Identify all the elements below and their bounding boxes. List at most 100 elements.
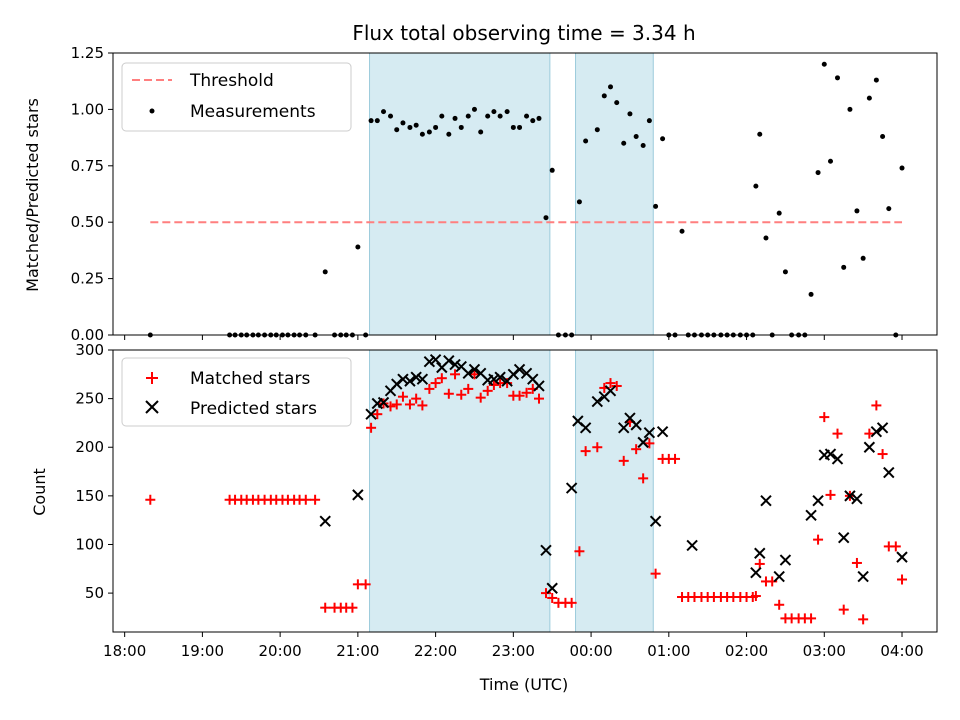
shaded-region bbox=[369, 52, 551, 336]
predicted-star-point bbox=[750, 566, 762, 579]
predicted-star-stroke-b bbox=[844, 490, 856, 502]
matched-star-point bbox=[366, 422, 377, 433]
measurement-point bbox=[873, 77, 879, 83]
matched-star-point bbox=[819, 412, 830, 423]
measurement-point bbox=[426, 129, 432, 135]
matched-star-point bbox=[397, 391, 408, 402]
matched-star-point bbox=[310, 494, 321, 505]
predicted-star-stroke-b bbox=[637, 436, 649, 449]
matched-star-point bbox=[897, 574, 908, 585]
measurement-point bbox=[782, 269, 788, 275]
matched-star-point bbox=[540, 588, 551, 599]
predicted-star-stroke-b bbox=[443, 354, 455, 367]
matched-star-point bbox=[877, 449, 888, 460]
matched-legend-marker bbox=[146, 372, 158, 384]
predicted-star-point bbox=[686, 539, 698, 552]
predicted-star-stroke-b bbox=[618, 422, 630, 434]
bottom-ylabel: Count bbox=[30, 468, 49, 516]
predicted-star-stroke-b bbox=[513, 363, 526, 376]
measurement-point bbox=[536, 115, 542, 121]
matched-star-point bbox=[650, 568, 661, 579]
matched-star-point bbox=[644, 438, 655, 449]
predicted-star-stroke-b bbox=[649, 515, 662, 527]
y-tick-label: 100 bbox=[75, 535, 104, 553]
matched-star-point bbox=[521, 387, 532, 398]
measurement-point bbox=[491, 109, 497, 115]
predicted-star-stroke-b bbox=[423, 355, 436, 368]
matched-star-point bbox=[611, 380, 622, 391]
predicted-star-stroke-b bbox=[397, 373, 409, 385]
matched-star-point bbox=[514, 390, 525, 401]
predicted-star-stroke-b bbox=[773, 570, 785, 583]
measurement-point bbox=[549, 167, 555, 173]
bottom-panel: 50 100 150 200 250 300 18:00 19:00 20:00 21:00 22:… bbox=[75, 341, 938, 660]
predicted-star-stroke-b bbox=[404, 375, 416, 387]
matched-star-point bbox=[463, 383, 474, 394]
predicted-star-point bbox=[365, 408, 377, 420]
axes-frame bbox=[112, 349, 938, 633]
predicted-star-stroke-b bbox=[365, 408, 377, 420]
top-legend: Threshold Measurements bbox=[121, 62, 352, 132]
measurement-point bbox=[458, 124, 464, 130]
predicted-star-point bbox=[468, 363, 481, 376]
measurement-point bbox=[543, 215, 549, 221]
top-ylabel: Matched/Predicted stars bbox=[23, 98, 42, 292]
x-tick-label: 22:00 bbox=[414, 642, 457, 660]
measurement-point bbox=[394, 127, 400, 133]
measurement-point bbox=[621, 140, 627, 146]
measurement-point bbox=[653, 203, 659, 209]
matched-star-point bbox=[864, 428, 875, 439]
predicted-star-stroke-b bbox=[352, 489, 364, 501]
matched-star-point bbox=[300, 494, 311, 505]
predicted-star-point bbox=[404, 375, 416, 387]
predicted-star-point bbox=[851, 493, 863, 505]
predicted-star-point bbox=[397, 373, 409, 385]
matched-star-point bbox=[806, 613, 817, 624]
predicted-star-stroke-b bbox=[572, 415, 584, 427]
matched-star-point bbox=[825, 489, 836, 500]
x-tick-label: 03:00 bbox=[803, 642, 846, 660]
measurement-point bbox=[374, 118, 380, 124]
axes-frame bbox=[112, 52, 938, 336]
measurement-point bbox=[471, 106, 477, 112]
matched-star-point bbox=[411, 393, 422, 404]
predicted-star-point bbox=[546, 582, 558, 594]
predicted-star-point bbox=[410, 371, 422, 383]
matched-star-point bbox=[851, 557, 862, 568]
measurement-point bbox=[646, 118, 652, 124]
predicted-star-point bbox=[870, 425, 883, 438]
matched-star-point bbox=[774, 599, 785, 610]
matched-star-point bbox=[404, 399, 415, 410]
predicted-star-point bbox=[876, 422, 889, 434]
predicted-star-point bbox=[462, 367, 474, 380]
predicted-star-stroke-b bbox=[760, 495, 772, 507]
predicted-star-stroke-b bbox=[429, 354, 442, 366]
predicted-star-stroke-b bbox=[883, 466, 895, 479]
predicted-star-stroke-b bbox=[565, 482, 578, 494]
predicted-star-stroke-b bbox=[656, 425, 669, 438]
measurement-point bbox=[834, 75, 840, 81]
predicted-star-stroke-b bbox=[488, 373, 500, 385]
matched-star-point bbox=[858, 614, 869, 625]
predicted-star-stroke-b bbox=[624, 412, 636, 424]
measurement-point bbox=[608, 84, 614, 90]
measurement-point bbox=[433, 124, 439, 130]
predicted-star-point bbox=[533, 380, 545, 392]
matched-star-point bbox=[580, 446, 591, 457]
y-tick-label: 1.00 bbox=[71, 100, 104, 118]
measurement-point bbox=[465, 113, 471, 119]
measurement-point bbox=[860, 255, 866, 261]
matched-star-point bbox=[533, 393, 544, 404]
measurement-point bbox=[452, 115, 458, 121]
predicted-star-point bbox=[656, 425, 669, 438]
predicted-star-point bbox=[779, 554, 792, 566]
measurement-point bbox=[381, 109, 387, 115]
measurement-point bbox=[614, 100, 620, 106]
measurement-point bbox=[407, 124, 413, 130]
matched-star-point bbox=[391, 399, 402, 410]
matched-star-point bbox=[443, 388, 454, 399]
predicted-star-point bbox=[805, 509, 817, 522]
predicted-star-point bbox=[643, 426, 656, 439]
measurement-point bbox=[880, 133, 886, 139]
predicted-star-point bbox=[319, 515, 331, 527]
